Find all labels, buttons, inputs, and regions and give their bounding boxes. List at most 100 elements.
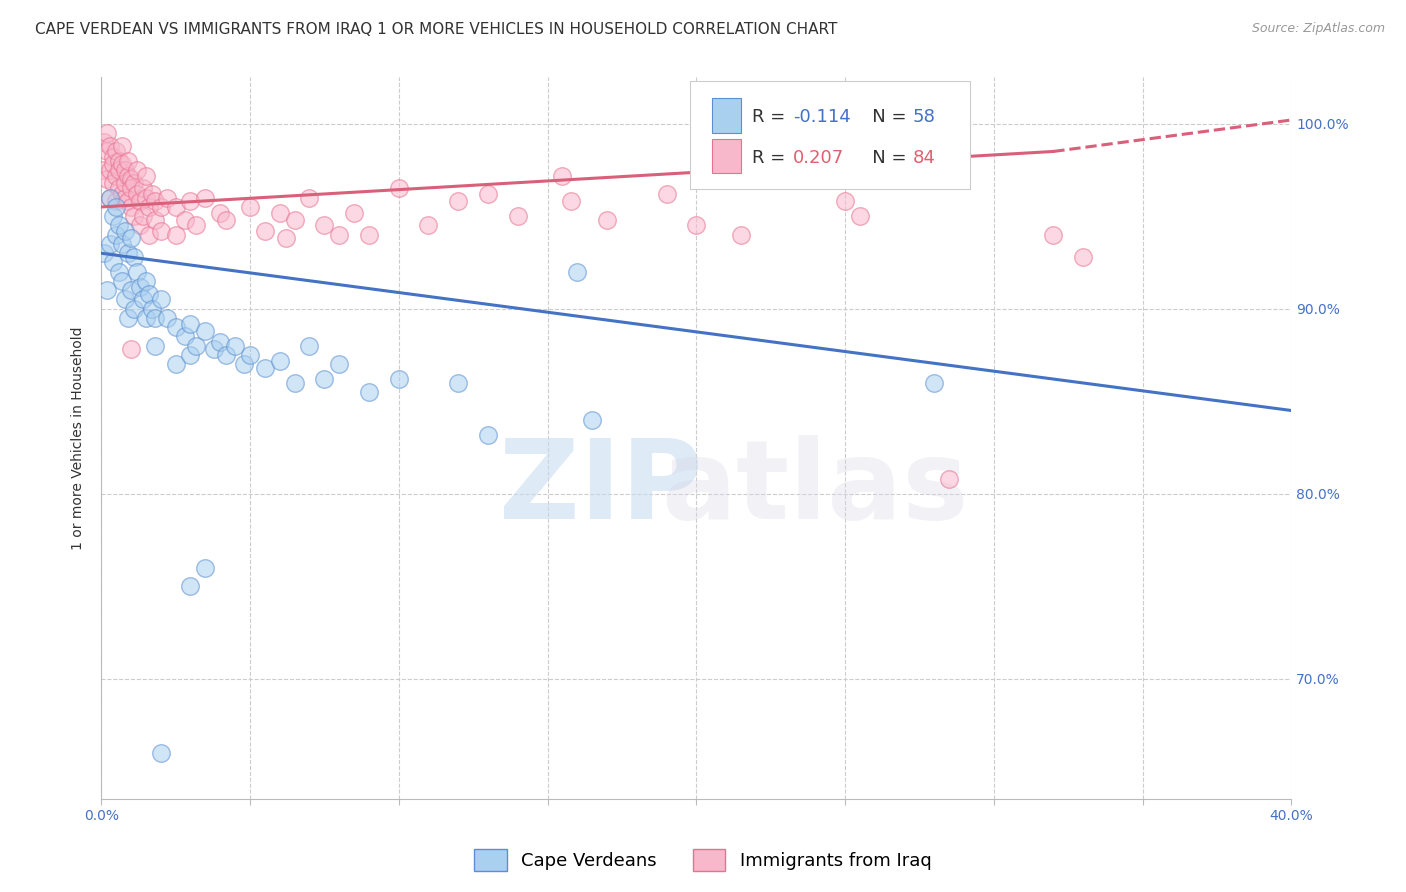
Point	[388, 372, 411, 386]
Point	[314, 219, 336, 233]
Text: R =: R =	[752, 149, 792, 168]
Point	[138, 287, 160, 301]
Point	[96, 172, 118, 186]
Point	[93, 246, 115, 260]
Point	[165, 227, 187, 242]
Point	[98, 191, 121, 205]
Point	[357, 227, 380, 242]
Point	[98, 163, 121, 178]
Point	[108, 181, 131, 195]
Point	[101, 176, 124, 190]
Point	[143, 310, 166, 325]
Point	[143, 339, 166, 353]
Point	[284, 376, 307, 390]
Point	[298, 339, 321, 353]
Point	[114, 191, 136, 205]
Point	[98, 139, 121, 153]
FancyBboxPatch shape	[690, 81, 970, 189]
Point	[117, 310, 139, 325]
Point	[173, 329, 195, 343]
Point	[96, 126, 118, 140]
FancyBboxPatch shape	[711, 98, 741, 133]
Point	[98, 191, 121, 205]
Point	[125, 163, 148, 178]
Point	[128, 279, 150, 293]
Point	[165, 357, 187, 371]
Point	[98, 237, 121, 252]
Point	[120, 343, 142, 357]
Point	[194, 324, 217, 338]
Point	[655, 186, 678, 201]
Point	[284, 213, 307, 227]
Point	[253, 224, 276, 238]
Point	[101, 255, 124, 269]
Text: 84: 84	[912, 149, 936, 168]
Point	[96, 145, 118, 159]
Point	[357, 384, 380, 399]
Point	[93, 163, 115, 178]
Point	[141, 301, 163, 316]
Point	[111, 186, 134, 201]
Point	[108, 219, 131, 233]
Point	[132, 181, 155, 195]
Point	[141, 186, 163, 201]
Point	[477, 427, 499, 442]
Point	[105, 200, 128, 214]
Point	[120, 283, 142, 297]
Point	[253, 360, 276, 375]
Point	[108, 265, 131, 279]
Point	[132, 293, 155, 307]
Point	[388, 181, 411, 195]
Point	[328, 227, 350, 242]
Point	[101, 209, 124, 223]
Point	[447, 194, 470, 209]
Point	[224, 339, 246, 353]
Point	[135, 274, 157, 288]
Point	[117, 194, 139, 209]
Point	[122, 301, 145, 316]
Text: R =: R =	[752, 108, 792, 126]
Point	[447, 376, 470, 390]
Point	[120, 231, 142, 245]
Point	[128, 219, 150, 233]
Point	[149, 746, 172, 760]
Point	[125, 265, 148, 279]
Text: atlas: atlas	[662, 435, 969, 542]
Point	[418, 219, 440, 233]
Point	[179, 194, 201, 209]
Point	[1042, 227, 1064, 242]
Point	[849, 209, 872, 223]
Point	[111, 274, 134, 288]
Point	[186, 219, 208, 233]
Point	[567, 265, 589, 279]
Point	[477, 186, 499, 201]
Text: ZIP: ZIP	[499, 435, 703, 542]
Point	[125, 186, 148, 201]
Point	[120, 181, 142, 195]
Point	[924, 376, 946, 390]
Point	[239, 348, 262, 362]
Point	[122, 250, 145, 264]
Point	[730, 227, 752, 242]
Point	[179, 579, 201, 593]
Point	[1071, 250, 1094, 264]
Point	[215, 213, 238, 227]
Point	[202, 343, 225, 357]
Text: CAPE VERDEAN VS IMMIGRANTS FROM IRAQ 1 OR MORE VEHICLES IN HOUSEHOLD CORRELATION: CAPE VERDEAN VS IMMIGRANTS FROM IRAQ 1 O…	[35, 22, 838, 37]
Point	[209, 205, 232, 219]
Point	[111, 139, 134, 153]
Point	[274, 231, 297, 245]
Text: N =: N =	[855, 149, 912, 168]
Point	[156, 310, 179, 325]
Point	[551, 169, 574, 183]
Point	[135, 169, 157, 183]
Point	[120, 172, 142, 186]
Point	[215, 348, 238, 362]
Point	[149, 224, 172, 238]
Point	[117, 246, 139, 260]
Point	[132, 209, 155, 223]
Point	[179, 348, 201, 362]
Point	[165, 320, 187, 334]
Point	[269, 353, 291, 368]
Point	[233, 357, 256, 371]
